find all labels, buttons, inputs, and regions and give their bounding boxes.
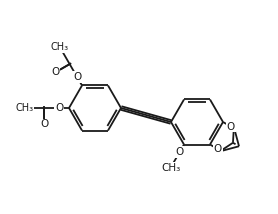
Text: O: O: [40, 119, 48, 129]
Text: O: O: [73, 72, 81, 82]
Text: O: O: [214, 144, 222, 154]
Text: CH₃: CH₃: [161, 163, 180, 172]
Text: O: O: [51, 67, 59, 77]
Text: CH₃: CH₃: [51, 42, 69, 52]
Text: CH₃: CH₃: [16, 103, 34, 113]
Text: O: O: [227, 122, 235, 131]
Text: O: O: [175, 147, 184, 157]
Text: O: O: [55, 103, 63, 113]
